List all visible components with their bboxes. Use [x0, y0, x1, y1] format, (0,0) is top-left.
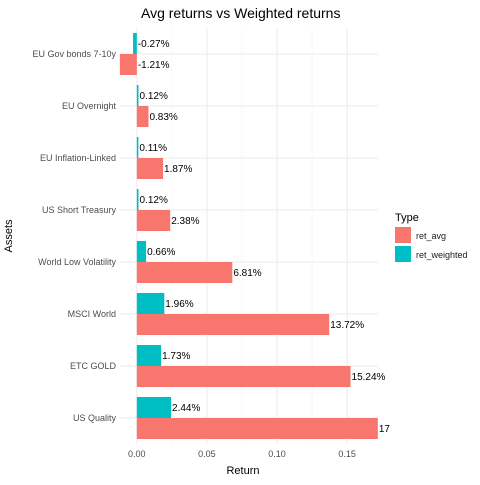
data-label-ret-avg-eu-gov-bonds-7-10y: -1.21%: [138, 60, 170, 71]
bar-ret-weighted-us-short-treasury: [136, 189, 139, 210]
y-tick-label-eu-gov-bonds-7-10y: EU Gov bonds 7-10y: [32, 49, 116, 59]
axis-layer: 0.00 0.05 0.10 0.15 EU Gov bonds 7-10y EU Ove…: [32, 49, 355, 459]
bar-ret-avg-world-low-volatility: [136, 262, 233, 283]
bar-layer: [119, 33, 378, 439]
data-label-ret-avg-us-short-treasury: 2.38%: [171, 216, 199, 227]
y-tick-label-us-short-treasury: US Short Treasury: [42, 205, 117, 215]
bar-ret-avg-us-short-treasury: [136, 210, 171, 231]
bar-ret-weighted-us-quality: [136, 397, 172, 418]
bar-ret-avg-us-quality: [136, 418, 378, 439]
data-label-ret-weighted-world-low-volatility: 0.66%: [147, 247, 175, 258]
bar-ret-weighted-eu-inflation-linked: [136, 137, 139, 158]
data-label-ret-weighted-msci-world: 1.96%: [165, 299, 193, 310]
bar-ret-avg-eu-overnight: [136, 106, 149, 127]
data-label-ret-weighted-us-short-treasury: 0.12%: [140, 195, 168, 206]
x-axis-title: Return: [226, 465, 259, 477]
y-tick-label-eu-overnight: EU Overnight: [62, 101, 117, 111]
legend: Type ret_avg ret_weighted: [395, 212, 468, 262]
data-label-ret-weighted-eu-inflation-linked: 0.11%: [139, 143, 167, 154]
data-label-ret-weighted-eu-overnight: 0.12%: [140, 91, 168, 102]
bar-ret-avg-msci-world: [136, 314, 330, 335]
data-label-ret-avg-etc-gold: 15.24%: [352, 372, 386, 383]
bar-ret-weighted-eu-overnight: [136, 85, 139, 106]
data-label-ret-weighted-etc-gold: 1.73%: [162, 351, 190, 362]
bar-ret-weighted-world-low-volatility: [136, 241, 147, 262]
data-label-ret-weighted-eu-gov-bonds-7-10y: -0.27%: [138, 39, 170, 50]
x-tick-label: 0.05: [198, 449, 216, 459]
x-tick-label: 0.15: [338, 449, 356, 459]
legend-swatch-ret-weighted: [395, 246, 411, 262]
data-label-ret-weighted-us-quality: 2.44%: [172, 403, 200, 414]
legend-label-ret-avg: ret_avg: [416, 231, 446, 241]
y-tick-label-us-quality: US Quality: [73, 413, 117, 423]
y-axis-title: Assets: [3, 219, 15, 253]
bar-ret-avg-etc-gold: [136, 366, 351, 387]
data-label-ret-avg-msci-world: 13.72%: [330, 320, 364, 331]
bar-ret-weighted-etc-gold: [136, 345, 162, 366]
chart-title: Avg returns vs Weighted returns: [141, 5, 340, 21]
legend-swatch-ret-avg: [395, 227, 411, 243]
data-label-ret-avg-world-low-volatility: 6.81%: [233, 268, 261, 279]
data-label-ret-avg-us-quality: 17: [379, 424, 391, 435]
x-tick-label: 0.10: [268, 449, 286, 459]
bar-ret-avg-eu-inflation-linked: [136, 158, 164, 179]
bar-ret-weighted-eu-gov-bonds-7-10y: [133, 33, 137, 54]
y-tick-label-msci-world: MSCI World: [68, 309, 116, 319]
data-label-layer: -1.21%-0.27%0.83%0.12%1.87%0.11%2.38%0.1…: [138, 39, 391, 435]
bar-ret-weighted-msci-world: [136, 293, 165, 314]
data-label-ret-avg-eu-overnight: 0.83%: [149, 112, 177, 123]
data-label-ret-avg-eu-inflation-linked: 1.87%: [164, 164, 192, 175]
legend-title: Type: [395, 212, 419, 224]
y-tick-label-eu-inflation-linked: EU Inflation-Linked: [40, 153, 116, 163]
legend-label-ret-weighted: ret_weighted: [416, 250, 468, 260]
y-tick-label-world-low-volatility: World Low Volatility: [38, 257, 116, 267]
y-tick-label-etc-gold: ETC GOLD: [70, 361, 117, 371]
bar-ret-avg-eu-gov-bonds-7-10y: [119, 54, 137, 75]
x-tick-label: 0.00: [128, 449, 146, 459]
